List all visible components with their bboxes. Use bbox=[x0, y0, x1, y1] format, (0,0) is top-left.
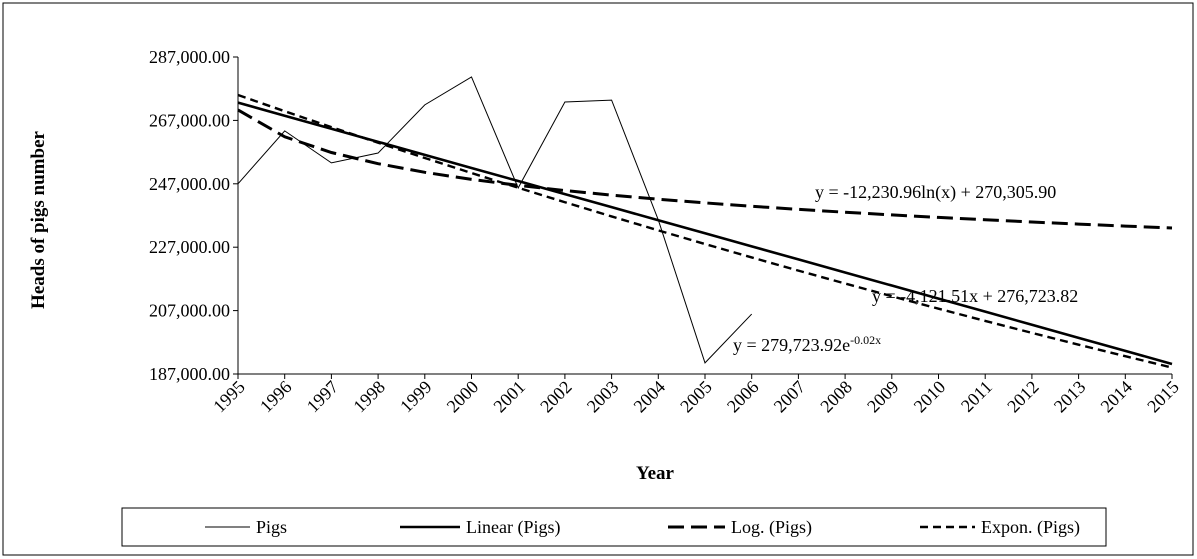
y-axis-title: Heads of pigs number bbox=[28, 130, 49, 308]
series-line bbox=[237, 108, 1173, 230]
expon-equation: y = 279,723.92e-0.02x bbox=[733, 333, 881, 355]
y-tick-label: 187,000.00 bbox=[149, 364, 230, 384]
y-tick-label: 207,000.00 bbox=[149, 301, 230, 321]
y-tick-label: 267,000.00 bbox=[149, 110, 230, 130]
series-line bbox=[237, 101, 1173, 366]
x-axis-title: Year bbox=[636, 463, 675, 484]
linear-equation: y = -4,121.51x + 276,723.82 bbox=[872, 286, 1078, 306]
y-tick-label: 287,000.00 bbox=[149, 47, 230, 67]
log-equation: y = -12,230.96ln(x) + 270,305.90 bbox=[815, 182, 1056, 203]
legend-label: Log. (Pigs) bbox=[731, 517, 812, 538]
y-tick-label: 227,000.00 bbox=[149, 237, 230, 257]
expon-exponent: -0.02x bbox=[850, 333, 881, 347]
legend-label: Expon. (Pigs) bbox=[981, 517, 1080, 538]
series-line bbox=[237, 76, 753, 364]
legend-label: Linear (Pigs) bbox=[466, 517, 560, 538]
series-line bbox=[237, 93, 1173, 369]
expon-base: y = 279,723.92e bbox=[733, 335, 850, 355]
y-tick-label: 247,000.00 bbox=[149, 174, 230, 194]
legend-label: Pigs bbox=[256, 517, 287, 537]
legend-box bbox=[121, 507, 1107, 547]
